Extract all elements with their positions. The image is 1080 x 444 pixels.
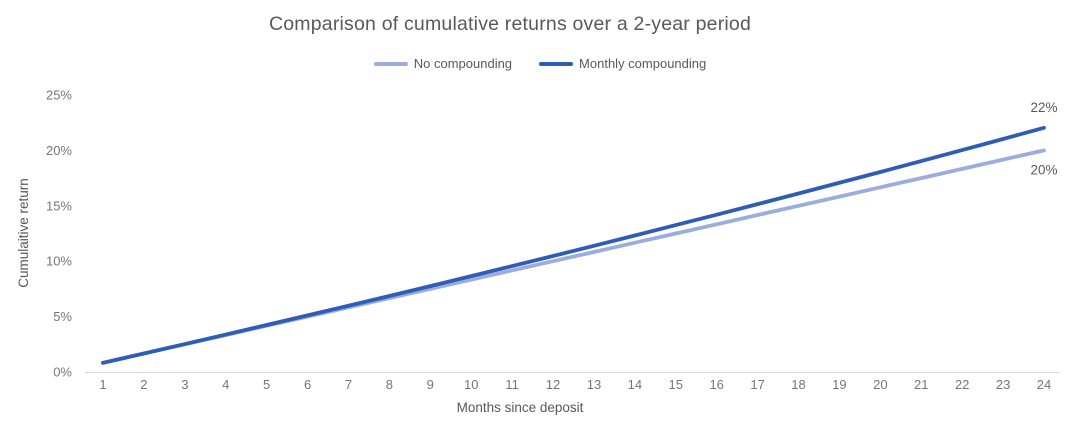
legend: No compounding Monthly compounding	[0, 56, 1080, 71]
x-tick-label: 3	[181, 377, 188, 392]
x-tick-label: 16	[709, 377, 723, 392]
y-tick-label: 20%	[46, 143, 72, 158]
x-axis-title: Months since deposit	[457, 400, 584, 415]
x-tick-label: 18	[791, 377, 805, 392]
x-tick-label: 21	[914, 377, 928, 392]
x-tick-label: 23	[996, 377, 1010, 392]
x-tick-label: 11	[505, 377, 519, 392]
x-tick-label: 15	[669, 377, 683, 392]
x-tick-label: 14	[628, 377, 642, 392]
y-tick-label: 0%	[53, 365, 72, 380]
x-tick-label: 5	[263, 377, 270, 392]
x-tick-label: 12	[546, 377, 560, 392]
x-tick-label: 1	[99, 377, 106, 392]
y-axis-title: Cumulaitive return	[16, 178, 31, 288]
y-tick-label: 25%	[46, 88, 72, 103]
x-tick-label: 20	[873, 377, 887, 392]
series-end-label: 22%	[1030, 100, 1057, 115]
legend-label-monthly-compounding: Monthly compounding	[579, 56, 707, 71]
y-tick-label: 15%	[46, 198, 72, 213]
legend-item-no-compounding: No compounding	[373, 56, 513, 71]
x-tick-label: 7	[345, 377, 352, 392]
legend-item-monthly-compounding: Monthly compounding	[539, 56, 706, 71]
y-tick-label: 5%	[53, 309, 72, 324]
legend-label-no-compounding: No compounding	[413, 56, 513, 71]
x-tick-label: 17	[750, 377, 764, 392]
x-tick-label: 6	[304, 377, 311, 392]
x-tick-label: 24	[1037, 377, 1051, 392]
chart-title: Comparison of cumulative returns over a …	[268, 13, 752, 35]
x-tick-label: 4	[222, 377, 229, 392]
x-tick-label: 8	[386, 377, 393, 392]
x-tick-label: 13	[587, 377, 601, 392]
x-tick-label: 22	[955, 377, 969, 392]
legend-swatch-no-compounding-icon	[373, 61, 408, 66]
x-tick-label: 9	[427, 377, 434, 392]
legend-swatch-monthly-compounding-icon	[539, 61, 574, 66]
series-end-label: 20%	[1030, 162, 1057, 177]
x-tick-label: 19	[832, 377, 846, 392]
series-line-monthly-compounding	[101, 125, 1046, 365]
x-tick-label: 2	[140, 377, 147, 392]
y-tick-label: 10%	[46, 254, 72, 269]
x-tick-label: 10	[464, 377, 478, 392]
